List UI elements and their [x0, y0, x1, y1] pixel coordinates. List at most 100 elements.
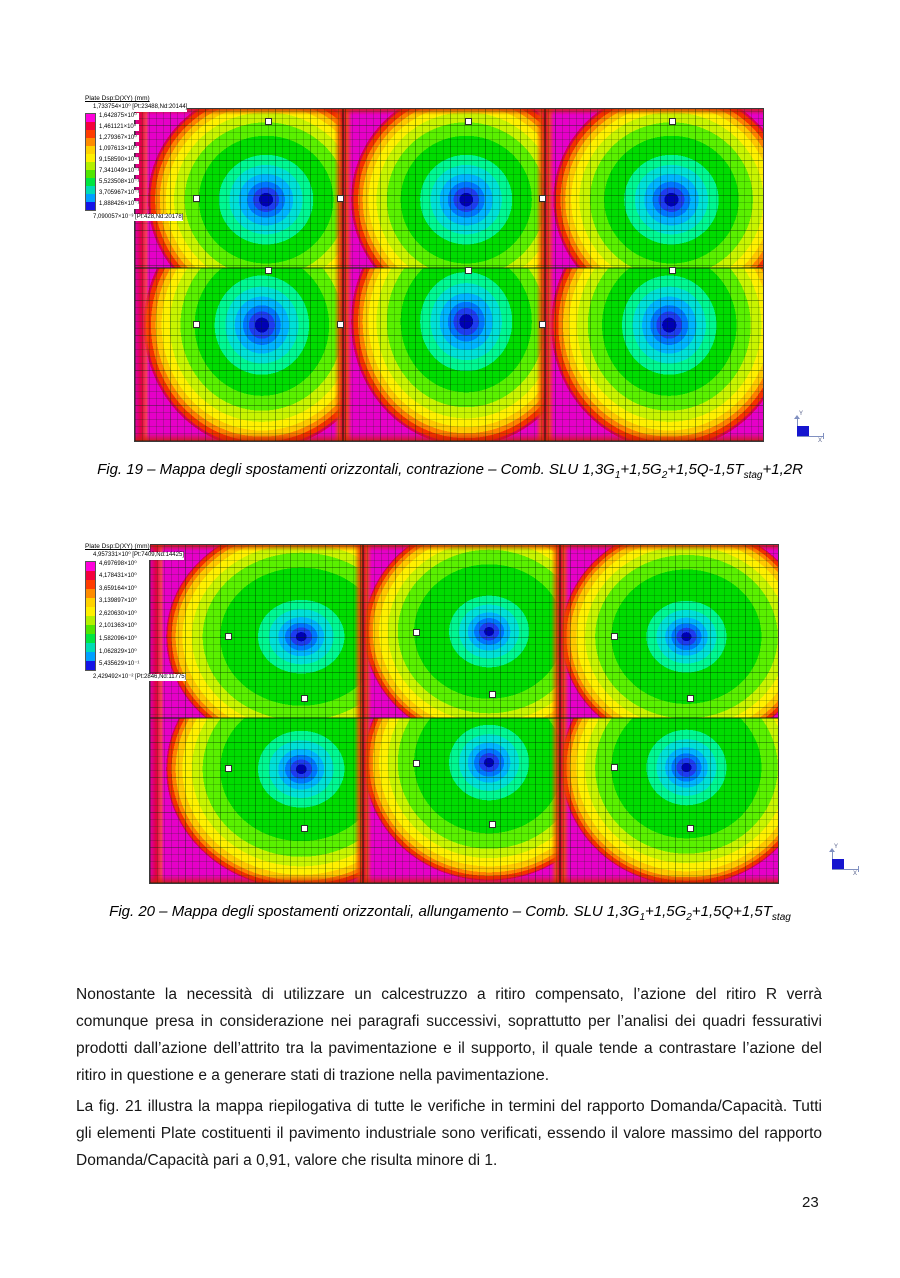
legend-color-cell — [86, 633, 95, 643]
legend-color-cell — [86, 185, 95, 194]
legend-min-row: 7,090057×10⁻³ [Pt:428,Nd:20178] — [93, 213, 184, 222]
axis-triad-icon: Y X — [820, 844, 862, 880]
legend-value: 4,697698×10⁰ — [99, 560, 140, 569]
axis-triad-icon: Y X — [785, 411, 827, 447]
legend-color-cell — [86, 642, 95, 652]
legend-color-cell — [86, 606, 95, 616]
edge-band — [135, 433, 763, 441]
legend-color-cell — [86, 177, 95, 186]
mesh-node-marker — [687, 825, 694, 832]
legend-color-cell — [86, 651, 95, 661]
joint-band — [354, 545, 372, 883]
panel-boundary-line — [342, 109, 344, 441]
panel-boundary-line — [362, 545, 364, 883]
legend-value: 2,620630×10⁰ — [99, 610, 140, 619]
legend-max-row: 4,957331×10⁰ [Pt:7409,Nd:14425] — [93, 552, 184, 560]
legend-color-cell — [86, 624, 95, 634]
legend-color-cell — [86, 121, 95, 130]
axis-x-line — [832, 869, 859, 870]
legend-color-bar — [85, 112, 96, 211]
contour-panel — [545, 268, 763, 441]
axis-x-label: X — [818, 438, 823, 444]
legend-color-cell — [86, 193, 95, 202]
page-number: 23 — [802, 1194, 819, 1211]
figure-19: Plate Dsp:D(XY) (mm) 1,733754×10⁰ [Pt:23… — [85, 95, 830, 447]
mesh-node-marker — [225, 633, 232, 640]
mesh-node-marker — [465, 267, 472, 274]
contour-map-fig20 — [149, 544, 779, 884]
legend-title: Plate Dsp:D(XY) (mm) — [85, 543, 150, 552]
legend-color-cell — [86, 161, 95, 170]
legend-color-cell — [86, 660, 95, 670]
legend-value: 5,523508×10⁻¹ — [99, 179, 140, 187]
body-paragraph-1: Nonostante la necessità di utilizzare un… — [76, 986, 822, 1084]
legend-color-cell — [86, 129, 95, 138]
axis-origin-square — [797, 426, 809, 436]
mesh-node-marker — [193, 195, 200, 202]
axis-x-tick — [858, 866, 859, 872]
joint-band — [536, 109, 554, 441]
legend-value: 2,101363×10⁰ — [99, 623, 140, 631]
legend-value: 3,705967×10⁻¹ — [99, 190, 140, 198]
legend-color-cell — [86, 137, 95, 146]
legend-value: 1,888426×10⁻¹ — [99, 201, 140, 209]
legend-value: 5,435629×10⁻¹ — [99, 661, 140, 669]
legend-value: 1,461121×10⁰ — [99, 123, 140, 132]
mesh-node-marker — [611, 764, 618, 771]
contour-panel — [150, 545, 363, 718]
legend-color-cell — [86, 561, 95, 571]
mesh-node-marker — [301, 825, 308, 832]
mesh-node-marker — [611, 633, 618, 640]
mesh-node-marker — [413, 760, 420, 767]
mesh-node-marker — [265, 118, 272, 125]
legend-value: 1,642875×10⁰ — [99, 112, 140, 121]
joint-band — [551, 545, 569, 883]
contour-panel — [343, 109, 545, 268]
figure-20-caption: Fig. 20 – Mappa degli spostamenti orizzo… — [109, 903, 791, 923]
mesh-node-marker — [669, 267, 676, 274]
mesh-node-marker — [337, 321, 344, 328]
contour-panel — [363, 718, 560, 883]
mesh-node-marker — [465, 118, 472, 125]
mesh-node-marker — [687, 695, 694, 702]
axis-x-label: X — [853, 871, 858, 877]
fem-mesh-grid — [150, 545, 778, 883]
legend-color-cell — [86, 588, 95, 598]
legend-value: 4,178431×10⁰ — [99, 573, 140, 581]
legend-value: 1,582096×10⁰ — [99, 636, 140, 644]
mesh-node-marker — [301, 695, 308, 702]
axis-y-label: Y — [834, 844, 839, 850]
legend-color-cell — [86, 570, 95, 580]
body-paragraph-2: La fig. 21 illustra la mappa riepilogati… — [76, 1098, 822, 1169]
legend-value: 3,659164×10⁰ — [99, 585, 140, 594]
mesh-node-marker — [413, 629, 420, 636]
legend-value: 1,279367×10⁰ — [99, 134, 140, 143]
legend-values: 1,642875×10⁰ 1,461121×10⁰ 1,279367×10⁰ 1,09… — [99, 112, 140, 209]
mesh-node-marker — [489, 821, 496, 828]
joint-band — [334, 109, 352, 441]
legend-color-bar — [85, 560, 96, 671]
panel-boundary-line — [559, 545, 561, 883]
mesh-node-marker — [539, 321, 546, 328]
contour-legend-fig20: Plate Dsp:D(XY) (mm) 4,957331×10⁰ [Pt:74… — [85, 543, 225, 682]
axis-x-line — [797, 436, 824, 437]
legend-color-cell — [86, 113, 95, 122]
edge-band — [135, 109, 763, 115]
legend-value: 1,097613×10⁰ — [99, 145, 140, 154]
legend-color-cell — [86, 615, 95, 625]
panel-boundary-line — [135, 267, 763, 269]
contour-panel — [135, 109, 343, 268]
axis-origin-square — [832, 859, 844, 869]
legend-values: 4,697698×10⁰ 4,178431×10⁰ 3,659164×10⁰ 3,13… — [99, 560, 140, 669]
legend-color-cell — [86, 201, 95, 210]
contour-map-fig19 — [134, 108, 764, 442]
contour-panel — [150, 718, 363, 883]
mesh-node-marker — [337, 195, 344, 202]
fem-mesh-grid — [135, 109, 763, 441]
contour-panel — [363, 545, 560, 718]
legend-color-cell — [86, 597, 95, 607]
contour-panel — [560, 545, 778, 718]
edge-band — [150, 875, 778, 883]
mesh-node-marker — [489, 691, 496, 698]
